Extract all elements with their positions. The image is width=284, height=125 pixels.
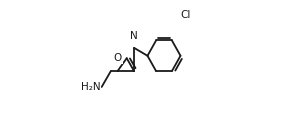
Text: O: O <box>113 53 122 63</box>
Text: N: N <box>130 31 138 41</box>
Text: Cl: Cl <box>180 10 191 20</box>
Text: H₂N: H₂N <box>81 82 101 92</box>
